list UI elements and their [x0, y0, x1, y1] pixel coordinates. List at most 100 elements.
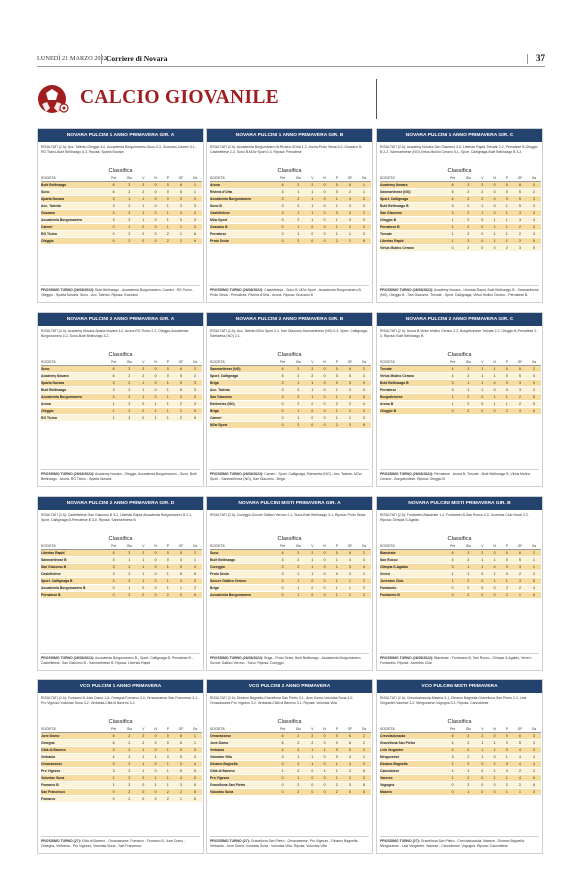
stat-cell: 0	[137, 414, 150, 422]
stat-cell: 5	[174, 386, 188, 394]
stat-cell: 1	[500, 223, 513, 231]
table-row: Sport. Caltignaga 4 2 2 0 0 5 3	[380, 195, 541, 203]
column-header: SOCIETA'	[41, 175, 106, 182]
stat-cell: 5	[188, 414, 202, 422]
stat-cell: 3	[527, 732, 541, 740]
column-header: GF	[174, 543, 188, 550]
team-name: Oleggio B	[380, 216, 445, 224]
stat-cell: 0	[161, 732, 174, 740]
stat-cell: 3	[188, 216, 202, 224]
table-row: Acc. Talento 3 2 1 0 1 3 3	[41, 202, 202, 210]
stat-cell: 5	[513, 195, 527, 203]
issue-date: LUNEDÌ 21 MARZO 2022	[37, 55, 107, 62]
stat-cell: 4	[174, 774, 188, 782]
stat-cell: 2	[460, 584, 477, 592]
stat-cell: 2	[121, 188, 138, 196]
table-row: RG Ticino 0 2 0 0 2 1 6	[41, 230, 202, 238]
stat-cell: 4	[188, 209, 202, 217]
table-row: Edelweiss (NO) 0 2 0 0 2 2 4	[210, 400, 371, 408]
stat-cell: 1	[161, 386, 174, 394]
stat-cell: 0	[488, 386, 501, 394]
stat-cell: 2	[357, 209, 371, 217]
stat-cell: 0	[161, 365, 174, 373]
stat-cell: 0	[318, 584, 331, 592]
column-header: P	[500, 175, 513, 182]
stat-cell: 0	[161, 188, 174, 196]
stat-cell: 2	[343, 223, 357, 231]
stat-cell: 2	[460, 237, 477, 245]
stat-cell: 2	[476, 181, 489, 189]
stat-cell: 1	[290, 591, 307, 599]
match-results: RISULTATI (2 A): Castelletese-San Giacom…	[41, 513, 193, 522]
stat-cell: 1	[330, 556, 343, 564]
column-header: Gs	[188, 543, 202, 550]
stat-cell: 5	[513, 739, 527, 747]
stat-cell: 3	[444, 379, 461, 387]
table-row: Oleggio 1 2 0 1 1 2 5	[41, 407, 202, 415]
stat-cell: 2	[513, 584, 527, 592]
team-name: Veveri	[380, 570, 445, 578]
column-header: Gs	[188, 726, 202, 733]
stat-cell: 0	[476, 223, 489, 231]
column-header: V	[137, 359, 150, 366]
table-row: Suno 6 2 2 0 0 6 1	[41, 188, 202, 196]
classifica-heading: Classifica	[277, 719, 302, 725]
stat-cell: 6	[105, 365, 122, 373]
stat-cell: 0	[105, 591, 122, 599]
stat-cell: 4	[527, 753, 541, 761]
match-results: RISULTATI (2 A): Academy Novara-Sparta N…	[41, 329, 189, 338]
stat-cell: 2	[460, 739, 477, 747]
table-row: Briga 0 1 0 0 1 1 3	[210, 407, 371, 415]
column-header: Pnt	[444, 175, 461, 182]
stat-cell: 2	[460, 556, 477, 564]
table-row: Castelletese 3 1 1 0 0 3 2	[210, 209, 371, 217]
team-name: Castelletese	[41, 570, 106, 578]
stat-cell: 2	[513, 570, 527, 578]
stat-cell: 6	[527, 407, 541, 415]
stat-cell: 0	[500, 365, 513, 373]
stat-cell: 5	[188, 570, 202, 578]
stat-cell: 5	[513, 372, 527, 380]
stat-cell: 2	[290, 760, 307, 768]
standings-table: SOCIETA' Pnt Gio V N P GF Gs Academy Novara 6 2 2 0 0…	[380, 175, 541, 252]
next-round: PROSSIMO TURNO (26/03/2022): Briga - Pro…	[210, 653, 369, 666]
stat-cell: 1	[290, 379, 307, 387]
stat-cell: 2	[460, 365, 477, 373]
team-name: Riviera d'Orta	[210, 188, 275, 196]
stat-cell: 5	[174, 549, 188, 557]
stat-cell: 1	[137, 393, 150, 401]
stat-cell: 0	[476, 400, 489, 408]
next-round-label: PROSSIMO TURNO (26/03/2022):	[380, 288, 434, 293]
stat-cell: 6	[513, 549, 527, 557]
stat-cell: 3	[343, 570, 357, 578]
standings-table: SOCIETA' Pnt Gio V N P GF Gs Crevoladossola 6 2 2 0 0…	[380, 726, 541, 796]
standings-table: SOCIETA' Pnt Gio V N P GF Gs Suno 6 2 2 0 0 6 2 Academy …	[41, 359, 202, 422]
table-row: Libertas Rapid 6 2 2 0 0 5 2	[41, 549, 202, 557]
stat-cell: 0	[149, 732, 162, 740]
team-name: Briga	[210, 379, 275, 387]
stat-cell: 3	[174, 760, 188, 768]
stat-cell: 6	[105, 372, 122, 380]
match-results: RISULTATI (2 A): Acc. Talento-Oleggio 3-…	[41, 145, 196, 154]
table-row: Sparta Novara 3 2 1 0 1 5 3	[41, 379, 202, 387]
stat-cell: 6	[343, 549, 357, 557]
stat-cell: 5	[357, 393, 371, 401]
stat-cell: 2	[357, 732, 371, 740]
table-header-row: SOCIETA' Pnt Gio V N P GF Gs	[380, 543, 541, 550]
stat-cell: 2	[121, 365, 138, 373]
stat-cell: 6	[174, 188, 188, 196]
stat-cell: 3	[274, 570, 291, 578]
panel-title: VCO PULCINI 1 ANNO PRIMAVERA	[38, 680, 203, 693]
stat-cell: 1	[330, 386, 343, 394]
stat-cell: 0	[137, 223, 150, 231]
stat-cell: 1	[513, 788, 527, 796]
classifica-heading: Classifica	[277, 168, 302, 174]
column-header: N	[149, 726, 162, 733]
stat-cell: 3	[105, 760, 122, 768]
stat-cell: 3	[343, 393, 357, 401]
table-row: M2w Sport 3 2 1 0 1 3 3	[210, 216, 371, 224]
standings-table: SOCIETA' Pnt Gio V N P GF Gs Trecate 4 2 1 1 0 5 2 Virtu…	[380, 359, 541, 415]
stat-cell: 2	[137, 739, 150, 747]
stat-cell: 6	[174, 739, 188, 747]
stat-cell: 5	[343, 372, 357, 380]
